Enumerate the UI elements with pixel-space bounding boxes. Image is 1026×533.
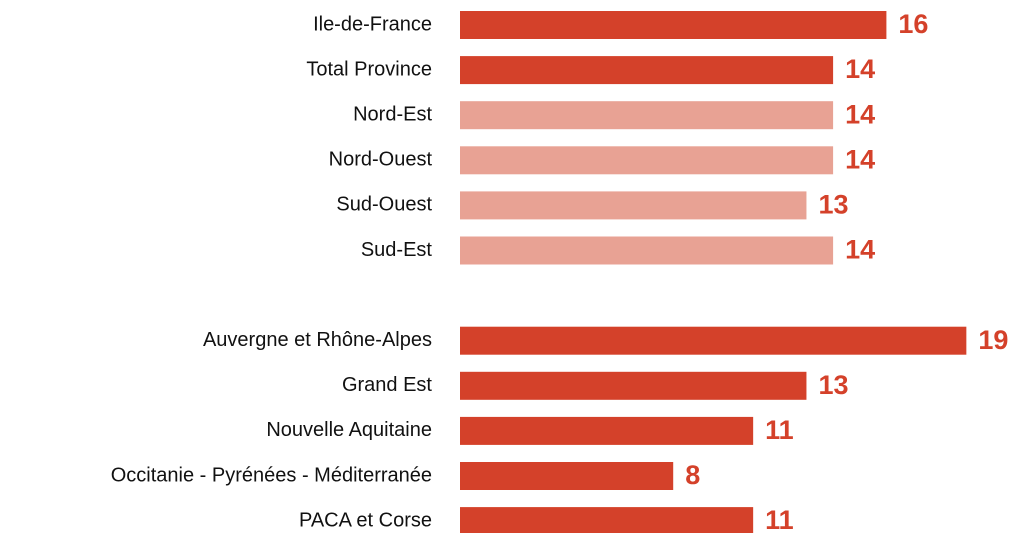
bar [460,11,887,39]
category-label: Sud-Ouest [336,194,432,216]
value-label: 11 [765,505,794,533]
value-label: 14 [845,99,875,129]
value-label: 14 [845,235,875,265]
bar [460,371,807,400]
bar [460,236,834,265]
bar [460,56,834,85]
category-label: Occitanie - Pyrénées - Méditerranée [111,464,432,486]
bar [460,326,967,355]
value-label: 14 [845,54,875,84]
value-label: 19 [978,325,1008,355]
value-label: 13 [818,370,848,400]
category-label: Total Province [306,58,432,80]
bar [460,416,754,445]
category-label: Auvergne et Rhône-Alpes [203,329,432,351]
bar [460,507,754,533]
value-label: 14 [845,144,875,174]
category-label: Ile-de-France [313,13,432,35]
category-label: PACA et Corse [299,509,432,531]
value-label: 11 [765,415,794,445]
category-label: Nouvelle Aquitaine [266,419,432,441]
bar [460,146,834,175]
bar [460,191,807,220]
category-label: Grand Est [342,374,432,396]
value-label: 8 [685,460,700,490]
value-label: 16 [898,9,928,39]
category-label: Sud-Est [361,239,433,261]
bar [460,101,834,130]
bar [460,462,674,490]
category-label: Nord-Est [353,103,432,125]
category-label: Nord-Ouest [329,149,433,171]
value-label: 13 [818,190,848,220]
